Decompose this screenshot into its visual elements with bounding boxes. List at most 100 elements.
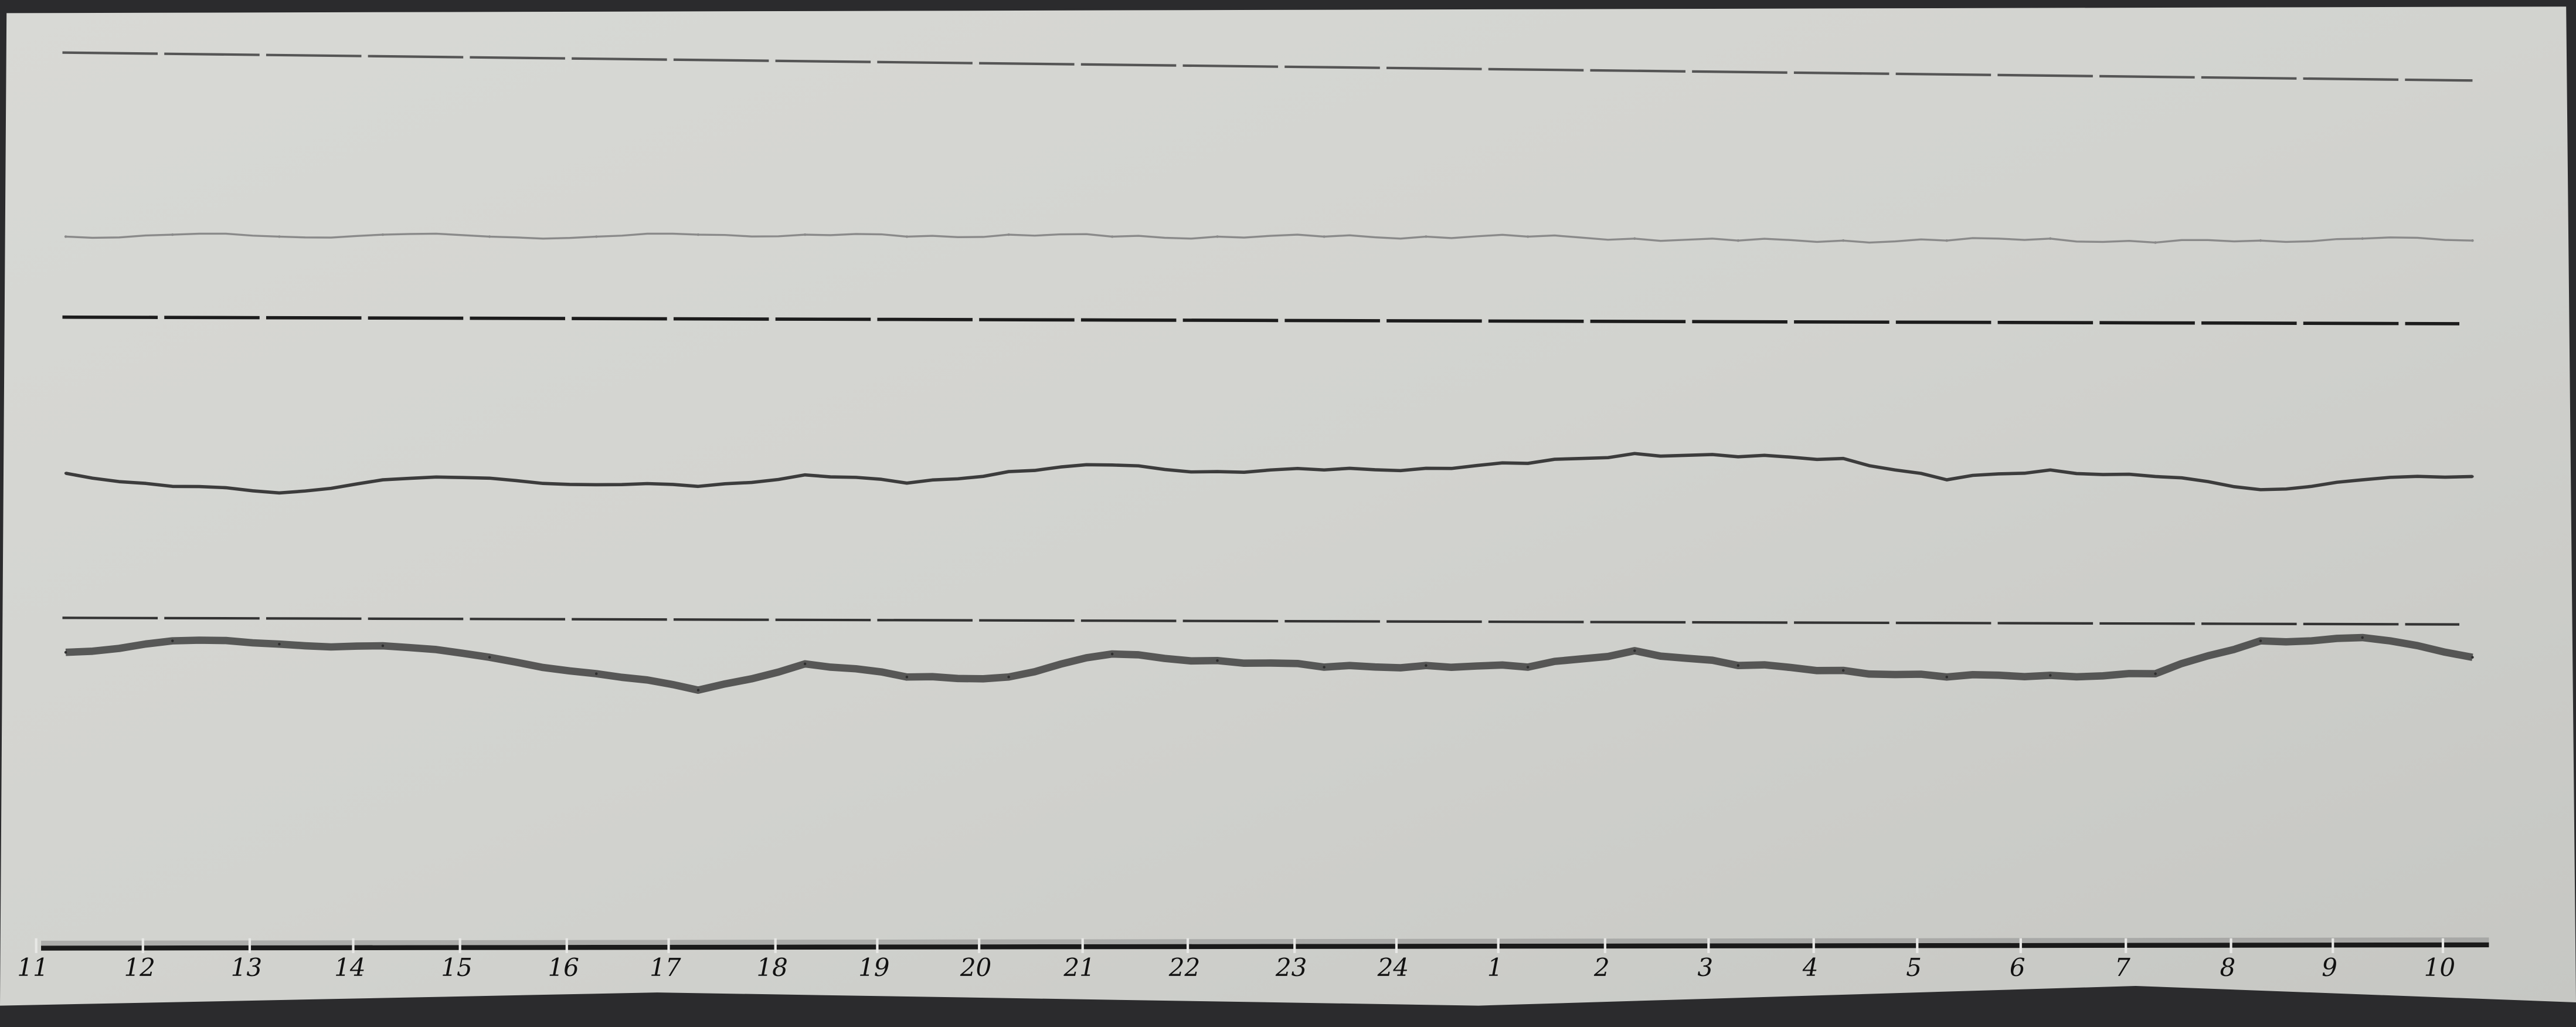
paper-sheet [0,6,2576,1006]
hour-label: 11 [17,953,48,982]
data-point-middle [594,483,598,486]
data-point-middle [1526,462,1530,465]
trace-middle [64,452,2474,495]
reference-line-2 [62,315,2460,326]
data-point-upper [1110,235,1114,238]
data-point-middle [278,492,281,494]
data-point-upper [1526,235,1530,238]
data-point-upper [2259,239,2262,242]
data-point-upper [488,235,491,238]
data-point-middle [171,485,174,488]
data-point-lower [2259,639,2262,642]
data-point-upper [696,233,700,236]
data-point-middle [905,482,909,484]
data-point-lower [1945,676,1948,679]
data-point-lower [1110,652,1114,656]
hour-label: 13 [231,953,262,982]
hour-label: 4 [1802,953,1819,982]
hour-label: 12 [124,953,155,982]
data-point-middle [2471,475,2474,478]
data-point-upper [1841,239,1845,242]
data-point-upper [171,233,174,236]
hour-label: 1 [1487,953,1503,982]
data-point-lower [1216,659,1219,662]
data-point-lower [1323,666,1326,669]
reference-line-1 [62,51,2473,82]
time-axis-shadow [41,937,2489,946]
trace-line-upper [66,232,2473,244]
hour-label: 18 [756,953,787,982]
data-point-upper [1736,239,1740,242]
data-point-upper [2154,241,2157,244]
data-point-upper [1323,235,1326,238]
data-point-middle [1110,463,1114,467]
hour-label: 5 [1906,953,1922,982]
hour-label: 8 [2220,953,2236,982]
data-point-lower [381,644,385,648]
hour-label: 17 [650,953,681,982]
data-point-middle [2259,488,2262,492]
hour-label: 9 [2322,953,2337,982]
data-point-lower [488,656,491,659]
baselines [62,51,2473,626]
data-point-middle [1323,469,1326,472]
traces [64,232,2474,694]
data-point-lower [1633,649,1636,652]
data-point-lower [171,639,174,642]
hour-label: 6 [2010,953,2026,982]
data-point-upper [2049,237,2052,240]
data-point-lower [1526,666,1530,669]
hour-label: 14 [334,953,365,982]
hour-label: 24 [1377,953,1409,982]
data-point-upper [1425,235,1428,238]
data-point-lower [1736,664,1740,667]
data-point-lower [905,676,909,679]
trace-line-lower [65,633,2473,694]
hour-label: 19 [858,953,889,982]
trace-upper [64,232,2474,244]
data-point-lower [2049,674,2052,677]
hour-label: 22 [1168,953,1200,982]
trace-line-middle [65,452,2473,495]
trace-lower [64,633,2474,694]
data-point-lower [594,672,598,675]
hour-label: 10 [2424,953,2455,982]
data-point-middle [381,478,385,482]
data-point-upper [64,235,67,238]
data-point-middle [1841,457,1845,460]
data-point-upper [905,235,909,238]
hour-label: 3 [1697,953,1713,982]
hour-label: 21 [1063,953,1095,982]
data-point-middle [488,477,491,480]
data-point-middle [2154,475,2157,478]
data-point-middle [1633,452,1636,455]
hour-label: 2 [1593,953,1610,982]
data-point-upper [803,233,807,236]
data-point-lower [1841,669,1845,672]
data-point-upper [278,235,281,238]
data-point-lower [278,642,281,646]
data-point-middle [696,485,700,488]
hour-label: 15 [441,953,472,982]
data-point-upper [1007,233,1010,236]
data-point-upper [2471,239,2474,242]
data-point-middle [2361,478,2364,482]
hour-label: 7 [2115,953,2130,982]
data-point-upper [1945,239,1948,242]
data-point-lower [2471,656,2474,659]
hour-label: 23 [1275,953,1307,982]
hour-label: 16 [548,953,579,982]
data-point-upper [381,233,385,236]
data-point-middle [1007,470,1010,473]
data-point-lower [2361,636,2364,639]
time-axis-line [41,942,2489,951]
data-point-upper [2361,237,2364,240]
data-point-upper [594,235,598,238]
data-point-middle [1216,470,1219,473]
data-point-middle [1425,467,1428,470]
data-point-lower [2154,672,2157,675]
data-point-middle [803,473,807,476]
data-point-lower [803,662,807,666]
reference-line-3 [62,616,2460,626]
